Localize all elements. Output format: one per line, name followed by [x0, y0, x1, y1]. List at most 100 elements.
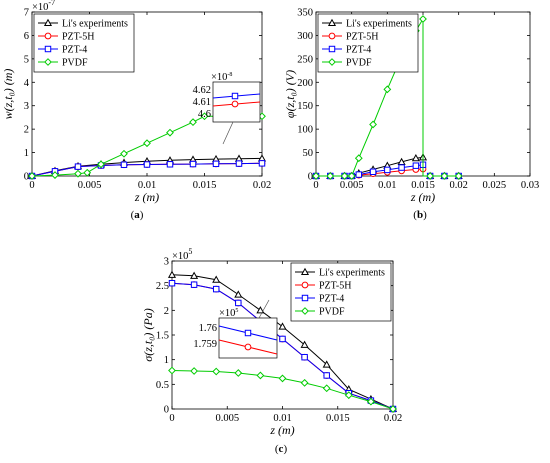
- y-tick-label: 2: [24, 125, 29, 136]
- y-tick-label: 2: [164, 306, 169, 317]
- x-tick-label: 0: [169, 413, 174, 424]
- data-point: [278, 374, 287, 383]
- legend-marker: [328, 45, 336, 53]
- x-tick-label: 0.015: [326, 413, 350, 424]
- data-point: [419, 15, 427, 23]
- y-tick-label: 1: [24, 148, 29, 159]
- data-point: [235, 299, 242, 307]
- chart-b: 0 0.005 0.01 0.015 0.02 0.025 0.03 0 50 100 150 200…: [283, 8, 539, 222]
- inset-y-tick-label: 1.759: [193, 339, 217, 350]
- data-point: [97, 160, 105, 169]
- inset-y-tick-label: 4.6: [198, 109, 211, 120]
- data-point: [326, 172, 335, 180]
- data-point: [426, 172, 435, 180]
- data-point: [212, 160, 220, 168]
- data-point: [143, 161, 151, 168]
- data-point: [235, 160, 243, 167]
- x-tick-label: 0.005: [340, 180, 364, 191]
- legend-marker: [301, 294, 309, 302]
- data-point: [74, 169, 82, 178]
- y-axis-label: σ(z,t₀) (Pa): [141, 308, 155, 361]
- legend-marker: [44, 32, 52, 40]
- y-tick-label: 3: [164, 257, 169, 268]
- legend-marker: [328, 32, 336, 40]
- x-tick-label: 0.01: [273, 413, 291, 424]
- y-exponent: ×10-7: [32, 0, 55, 13]
- data-point: [212, 367, 221, 376]
- legend-marker: [328, 58, 336, 66]
- panel-label: (c): [275, 443, 288, 455]
- series-group: [311, 15, 463, 180]
- x-tick-label: 0.02: [253, 180, 271, 191]
- inset-exponent: ×105: [219, 308, 238, 319]
- legend-marker: [327, 18, 337, 27]
- x-tick-label: 0.025: [483, 180, 507, 191]
- data-point: [279, 335, 286, 343]
- legend-marker: [301, 281, 309, 289]
- data-point: [120, 161, 128, 168]
- data-point: [258, 160, 266, 167]
- y-tick-label: 2.5: [156, 281, 169, 292]
- inset-marker: [231, 92, 239, 100]
- data-point: [168, 279, 176, 287]
- y-tick-label: 1.5: [156, 331, 169, 342]
- legend-label: PZT-5H: [62, 32, 94, 43]
- legend: Li's experiments PZT-5H PZT-4 PVDF: [33, 13, 135, 73]
- legend-label: PZT-4: [319, 294, 344, 305]
- inset-pointer: [258, 299, 270, 319]
- data-point: [234, 290, 243, 298]
- data-point: [322, 360, 331, 368]
- data-point: [278, 322, 287, 330]
- inset-y-tick-label: 4.62: [193, 85, 211, 96]
- data-point: [189, 160, 197, 168]
- y-tick-label: 1: [164, 355, 169, 366]
- x-tick-label: 0.02: [449, 180, 467, 191]
- data-point: [355, 171, 363, 178]
- data-point: [256, 306, 265, 314]
- y-tick-label: 0.5: [156, 380, 169, 391]
- x-axis-label: z (m): [134, 190, 159, 204]
- data-point: [51, 171, 59, 179]
- data-point: [234, 369, 243, 377]
- data-point: [340, 172, 349, 180]
- legend-label: PVDF: [62, 58, 88, 69]
- inset: ×10-84.624.614.6: [193, 72, 261, 145]
- data-point: [369, 168, 377, 176]
- y-tick-label: 350: [297, 8, 313, 19]
- x-tick-label: 0: [29, 180, 34, 191]
- data-point: [212, 285, 220, 293]
- data-point: [190, 367, 199, 375]
- y-tick-label: 5: [24, 54, 29, 65]
- y-tick-label: 100: [297, 125, 313, 136]
- y-tick-label: 50: [303, 148, 314, 159]
- legend-label: Li's experiments: [62, 19, 128, 30]
- data-point: [347, 172, 356, 180]
- data-point: [383, 85, 392, 94]
- data-point: [166, 161, 174, 168]
- data-point: [189, 118, 197, 127]
- data-point: [454, 172, 463, 180]
- x-tick-label: 0.02: [384, 413, 402, 424]
- legend-label: PVDF: [346, 58, 372, 69]
- legend-marker: [43, 18, 53, 27]
- data-point: [83, 168, 92, 177]
- y-tick-label: 0: [164, 405, 169, 416]
- inset-y-tick-label: 1.76: [199, 323, 217, 334]
- data-point: [411, 153, 420, 162]
- data-point: [398, 164, 405, 171]
- inset-marker: [244, 343, 252, 351]
- data-point: [166, 128, 174, 137]
- data-point: [354, 154, 363, 163]
- data-point: [369, 120, 377, 129]
- y-tick-label: 250: [297, 54, 313, 65]
- data-point: [74, 163, 82, 170]
- data-point: [190, 271, 199, 279]
- x-tick-label: 0.005: [215, 413, 239, 424]
- legend-label: PVDF: [319, 307, 345, 318]
- x-tick-label: 0.03: [521, 180, 539, 191]
- legend-label: PZT-5H: [346, 32, 378, 43]
- data-point: [300, 340, 309, 348]
- legend: Li's experiments PZT-5H PZT-4 PVDF: [317, 13, 419, 73]
- legend-marker: [44, 58, 52, 66]
- data-point: [300, 378, 309, 387]
